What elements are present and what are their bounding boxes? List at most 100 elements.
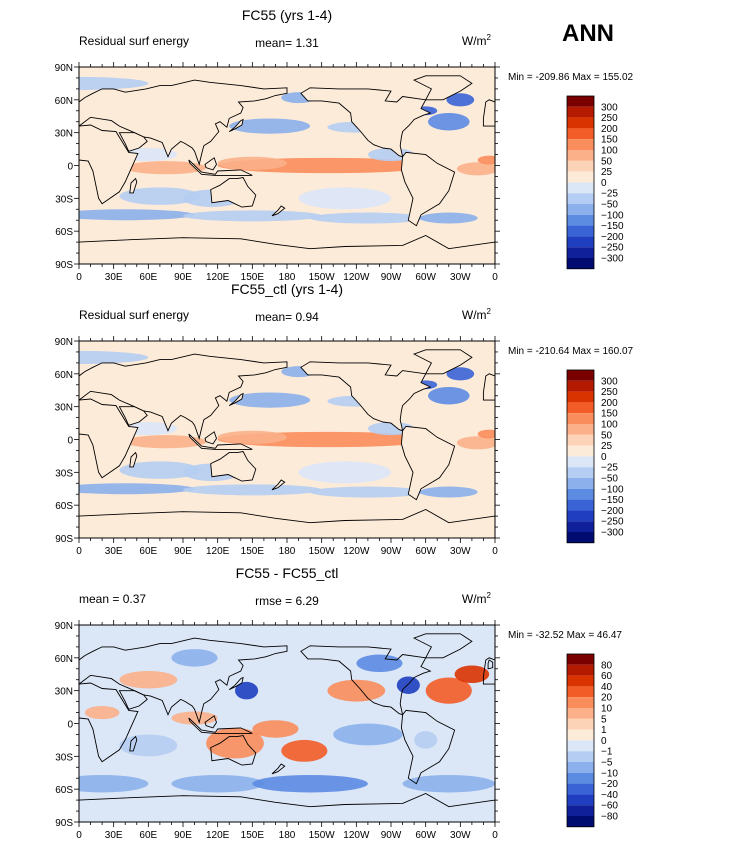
colorbar-box xyxy=(567,718,594,730)
coast-europe-west xyxy=(482,99,495,127)
colorbar-label: 150 xyxy=(601,135,618,146)
field-anomaly xyxy=(419,212,478,224)
colorbar-box xyxy=(567,675,594,687)
coast-newzealand xyxy=(271,205,286,217)
x-tick-label: 150E xyxy=(241,830,265,841)
colorbar-box xyxy=(567,532,594,543)
colorbar-label: −250 xyxy=(601,517,624,528)
colorbar-label: 60 xyxy=(601,671,613,682)
x-tick-label: 120E xyxy=(206,272,230,283)
field-anomaly xyxy=(79,774,149,793)
colorbar-label: 25 xyxy=(601,167,613,178)
colorbar-label: 50 xyxy=(601,430,613,441)
coast-n-america xyxy=(300,361,432,432)
colorbar-box xyxy=(567,139,594,150)
colorbar-box xyxy=(567,794,594,806)
panel-center-label: rmse = 6.29 xyxy=(255,594,319,608)
colorbar-label: 300 xyxy=(601,102,618,113)
field-anomaly xyxy=(310,486,426,498)
colorbar-label: −100 xyxy=(601,484,624,495)
x-tick-label: 90E xyxy=(174,546,192,557)
field-anomaly xyxy=(183,210,322,222)
x-tick-label: 30E xyxy=(105,546,123,557)
colorbar-label: −150 xyxy=(601,495,624,506)
colorbar-box xyxy=(567,729,594,741)
field-anomaly xyxy=(356,654,403,673)
field-anomaly xyxy=(327,679,386,702)
field-anomaly xyxy=(456,162,495,176)
coast-africa xyxy=(79,398,139,479)
field-anomaly xyxy=(79,483,195,495)
field-anomaly xyxy=(171,774,264,793)
field-anomaly xyxy=(171,649,218,667)
x-tick-label: 30E xyxy=(105,272,123,283)
colorbar-label: −40 xyxy=(601,790,618,801)
coast-indonesia xyxy=(188,717,253,734)
y-tick-label: 90S xyxy=(55,818,73,829)
x-tick-label: 60W xyxy=(415,546,436,557)
panels: FC55 (yrs 1-4) Residual surf energy mean= … xyxy=(55,7,634,841)
field-anomaly xyxy=(125,435,207,449)
y-tick-label: 0 xyxy=(67,162,73,173)
field-anomaly xyxy=(79,350,149,364)
coast-antarctica xyxy=(79,234,495,264)
y-tick-label: 60S xyxy=(55,501,73,512)
field-anomaly xyxy=(298,187,391,210)
colorbar-box xyxy=(567,171,594,183)
field-anomaly xyxy=(125,161,207,175)
y-tick-label: 90N xyxy=(55,621,73,632)
colorbar-label: 5 xyxy=(601,714,607,725)
field-anomaly xyxy=(477,429,495,439)
colorbar-label: −20 xyxy=(601,779,618,790)
x-tick-label: 180 xyxy=(279,830,296,841)
colorbar-label: −60 xyxy=(601,801,618,812)
x-tick-label: 30E xyxy=(105,830,123,841)
x-tick-label: 150E xyxy=(241,546,265,557)
colorbar-box xyxy=(567,160,594,172)
coast-africa xyxy=(79,124,139,205)
colorbar-box xyxy=(567,434,594,446)
coast-australia xyxy=(210,734,257,766)
x-tick-label: 60E xyxy=(139,546,157,557)
colorbar-label: −150 xyxy=(601,221,624,232)
colorbar-box xyxy=(567,445,594,457)
colorbar-box xyxy=(567,456,594,468)
colorbar-box xyxy=(567,654,594,665)
colorbar-box xyxy=(567,117,594,129)
coast-europe-west xyxy=(482,373,495,401)
colorbar: 30025020015010050250−25−50−100−150−200−2… xyxy=(566,95,624,270)
coast-n-america xyxy=(300,645,432,716)
panel-center-label: mean= 0.94 xyxy=(255,310,319,324)
colorbar-box xyxy=(567,783,594,795)
coast-madagascar xyxy=(129,735,138,752)
field-anomaly xyxy=(419,486,478,498)
field-anomaly xyxy=(414,731,438,749)
field-anomaly xyxy=(477,155,495,165)
panel-left-label: Residual surf energy xyxy=(79,308,189,322)
field-anomaly xyxy=(252,774,368,793)
colorbar-label: −25 xyxy=(601,189,618,200)
field-anomaly xyxy=(79,76,149,90)
colorbar-box xyxy=(567,96,594,107)
y-tick-label: 60N xyxy=(55,370,73,381)
colorbar-box xyxy=(567,214,594,226)
x-tick-label: 180 xyxy=(279,272,296,283)
coast-eurasia xyxy=(79,79,288,167)
panel-title: FC55_ctl (yrs 1-4) xyxy=(231,281,343,297)
x-tick-label: 0 xyxy=(492,546,498,557)
x-tick-label: 60W xyxy=(415,830,436,841)
colorbar-label: −50 xyxy=(601,200,618,211)
field-anomaly xyxy=(119,670,178,689)
field-anomaly xyxy=(281,739,328,762)
colorbar-box xyxy=(567,499,594,511)
colorbar-frame xyxy=(566,653,595,828)
panel-title: FC55 - FC55_ctl xyxy=(236,565,339,581)
coast-antarctica xyxy=(79,792,495,822)
colorbar-label: 0 xyxy=(601,178,607,189)
y-tick-label: 0 xyxy=(67,720,73,731)
x-tick-label: 180 xyxy=(279,546,296,557)
field-anomaly xyxy=(310,212,426,224)
map-field xyxy=(79,67,495,264)
colorbar-box xyxy=(567,424,594,435)
colorbar-label: −200 xyxy=(601,232,624,243)
